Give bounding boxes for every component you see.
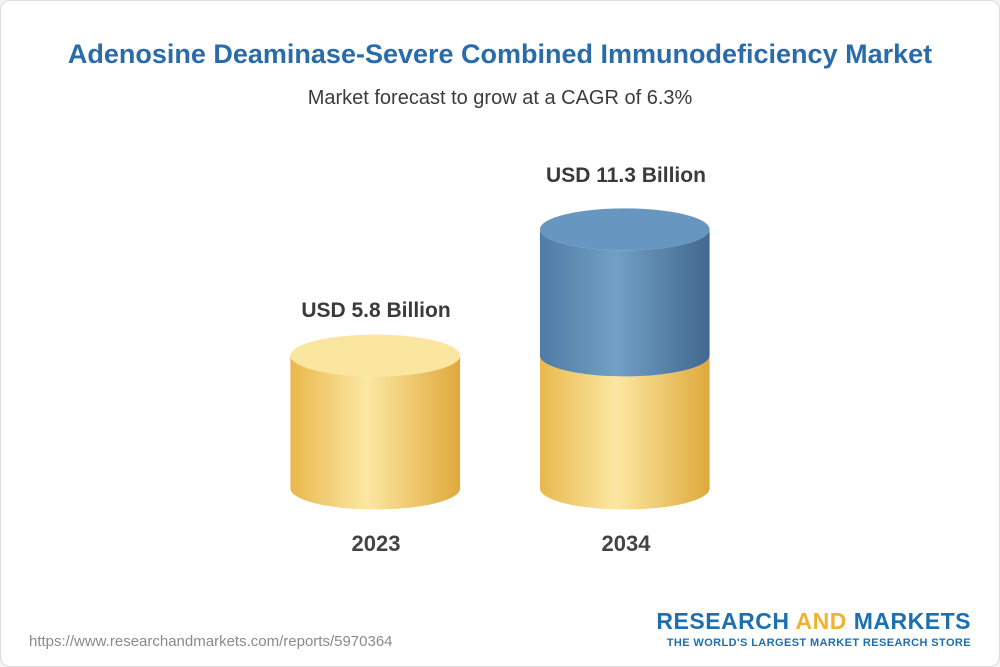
logo-wordmark: RESEARCH AND MARKETS — [656, 608, 971, 634]
bar-segment-2034-growth — [539, 229, 710, 377]
logo-tagline: THE WORLD'S LARGEST MARKET RESEARCH STOR… — [666, 637, 971, 650]
research-and-markets-logo: RESEARCH AND MARKETS THE WORLD'S LARGEST… — [656, 608, 971, 650]
logo-word-and: AND — [795, 607, 847, 634]
bar-segment-2034-base — [539, 355, 710, 510]
category-label-2023: 2023 — [351, 531, 401, 556]
logo-word-research: RESEARCH — [656, 607, 790, 634]
footer: https://www.researchandmarkets.com/repor… — [29, 608, 971, 650]
category-label-2034: 2034 — [601, 531, 651, 556]
value-label-2023: USD 5.8 Billion — [301, 299, 451, 322]
value-label-2034: USD 11.3 Billion — [546, 164, 706, 187]
report-url-link[interactable]: https://www.researchandmarkets.com/repor… — [29, 633, 393, 650]
bar-top-2034 — [539, 208, 710, 251]
bar-top-2023 — [290, 334, 461, 377]
bar-segment-2023-base — [290, 355, 461, 510]
chart-subtitle: Market forecast to grow at a CAGR of 6.3… — [307, 87, 693, 109]
logo-word-markets: MARKETS — [853, 607, 971, 634]
chart-title: Adenosine Deaminase-Severe Combined Immu… — [67, 39, 933, 69]
